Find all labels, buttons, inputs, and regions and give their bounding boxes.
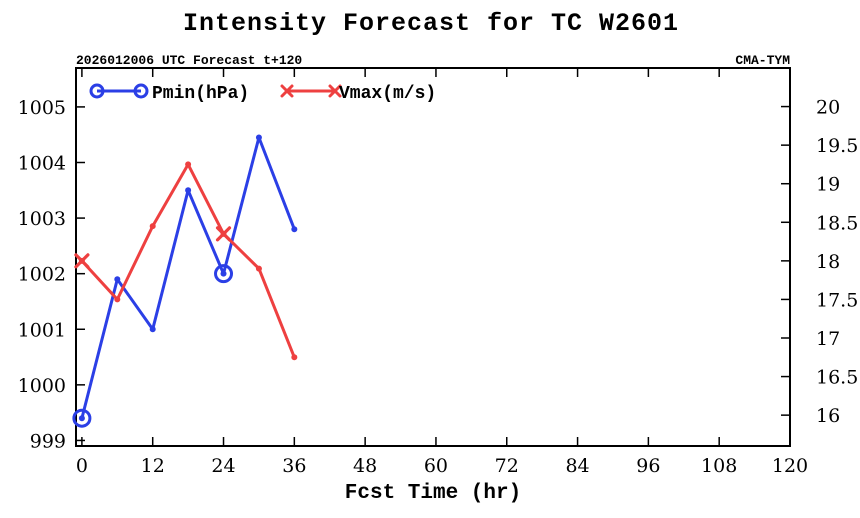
data-point — [291, 226, 298, 233]
x-axis: 0 12 24 36 48 60 72 84 96 108 120 — [76, 68, 808, 477]
model-name-label: CMA-TYM — [735, 53, 790, 68]
right-y-tick-label: 16 — [816, 405, 840, 427]
x-tick-label: 84 — [565, 455, 589, 477]
x-marker — [74, 253, 90, 269]
right-y-tick-label: 18.5 — [816, 212, 858, 234]
forecast-time-label: 2026012006 UTC Forecast t+120 — [76, 53, 302, 68]
data-point — [185, 187, 192, 194]
x-tick-label: 48 — [353, 455, 377, 477]
x-axis-label: Fcst Time (hr) — [345, 482, 521, 505]
right-y-tick-label: 16.5 — [816, 367, 858, 389]
plot-frame — [75, 67, 791, 447]
data-point — [255, 134, 262, 141]
x-tick-label: 96 — [636, 455, 660, 477]
series-pmin — [72, 134, 298, 428]
x-tick-label: 72 — [495, 455, 519, 477]
data-point — [149, 326, 156, 333]
data-point — [255, 265, 262, 272]
left-y-tick-label: 1002 — [18, 264, 66, 286]
left-y-tick-label: 999 — [30, 430, 66, 452]
right-y-tick-label: 19 — [816, 174, 840, 196]
data-point — [114, 296, 121, 303]
x-tick-label: 0 — [76, 455, 88, 477]
legend-x-marker — [280, 84, 294, 98]
left-y-tick-label: 1005 — [18, 97, 66, 119]
left-y-axis: 999 1000 1001 1002 1003 1004 1005 — [18, 97, 85, 452]
x-tick-label: 36 — [282, 455, 306, 477]
legend-vmax: Vmax(m/s) — [280, 84, 436, 104]
chart-title: Intensity Forecast for TC W2601 — [183, 9, 679, 38]
x-tick-label: 24 — [211, 455, 235, 477]
x-marker — [215, 226, 232, 242]
legend-x-marker — [328, 84, 342, 98]
right-y-tick-label: 17 — [816, 328, 840, 350]
x-tick-label: 120 — [772, 455, 808, 477]
x-tick-label: 60 — [424, 455, 448, 477]
right-y-tick-label: 17.5 — [816, 289, 858, 311]
legend-label: Vmax(m/s) — [339, 84, 436, 104]
data-point — [114, 276, 121, 283]
left-y-tick-label: 1001 — [18, 319, 66, 341]
left-y-tick-label: 1003 — [18, 208, 66, 230]
right-y-tick-label: 18 — [816, 251, 840, 273]
data-point — [78, 415, 85, 422]
circle-marker — [72, 408, 92, 428]
right-y-axis: 16 16.5 17 17.5 18 18.5 19 19.5 20 — [781, 97, 858, 427]
left-y-tick-label: 1004 — [18, 153, 66, 175]
series-layer — [72, 134, 298, 428]
legend-label: Pmin(hPa) — [152, 84, 249, 104]
legend-circle-marker — [133, 83, 149, 99]
circle-marker — [214, 264, 234, 284]
legend-circle-marker — [89, 83, 105, 99]
data-point — [149, 223, 156, 230]
right-y-tick-label: 19.5 — [816, 135, 858, 157]
x-tick-label: 108 — [701, 455, 737, 477]
data-point — [291, 354, 298, 361]
series-vmax — [74, 161, 298, 361]
data-point — [185, 161, 192, 168]
left-y-tick-label: 1000 — [18, 375, 66, 397]
right-y-tick-label: 20 — [816, 97, 840, 119]
x-tick-label: 12 — [141, 455, 165, 477]
legend: Pmin(hPa) Vmax(m/s) — [89, 83, 436, 104]
legend-pmin: Pmin(hPa) — [89, 83, 249, 104]
data-point — [220, 270, 227, 277]
